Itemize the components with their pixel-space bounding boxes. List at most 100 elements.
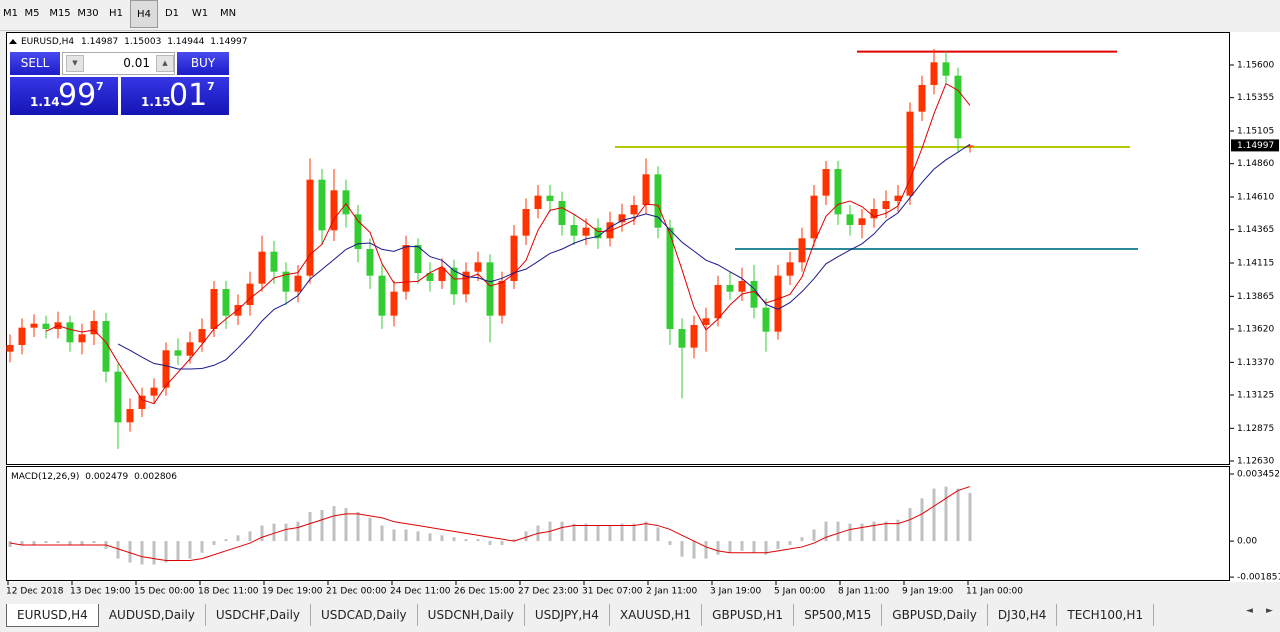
macd-bar — [224, 539, 228, 542]
open: 1.14987 — [81, 37, 118, 47]
macd-bar — [620, 523, 624, 542]
lot-input[interactable]: 0.01 — [62, 52, 175, 75]
macd-bar — [680, 541, 684, 557]
chart-tab[interactable]: TECH100,H1 — [1057, 604, 1155, 626]
chart-tab[interactable]: EURUSD,H4 — [6, 604, 99, 627]
price-pane-border — [6, 32, 1230, 465]
macd-bar — [428, 533, 432, 542]
candle-body — [390, 291, 398, 316]
y-tick-label: 1.15355 — [1237, 93, 1274, 103]
macd-bar — [740, 541, 744, 551]
timeframe-button[interactable]: W1 — [191, 8, 209, 19]
timeframe-button[interactable]: MN — [219, 8, 237, 19]
macd-bar — [176, 541, 180, 561]
chart-background — [6, 32, 1280, 582]
bid-price[interactable]: 1.14 99 7 — [10, 77, 118, 115]
chart-tab[interactable]: XAUUSD,H1 — [610, 604, 703, 626]
chart-tab[interactable]: DJ30,H4 — [988, 604, 1058, 626]
macd-bar — [968, 492, 972, 542]
close: 1.14997 — [210, 37, 247, 47]
y-tick-label: 0.00 — [1237, 537, 1257, 547]
macd-bar — [476, 539, 480, 542]
macd-bar — [644, 521, 648, 542]
candle-body — [486, 262, 494, 316]
candle-body — [462, 271, 470, 295]
y-tick-label: 1.14860 — [1237, 159, 1274, 169]
macd-bar — [608, 525, 612, 542]
candle-body — [366, 249, 374, 276]
chart-tab[interactable]: USDCAD,Daily — [311, 604, 418, 626]
candle-body — [918, 85, 926, 112]
candle-body — [342, 190, 350, 215]
candle-body — [42, 323, 50, 329]
x-tick-label: 3 Jan 19:00 — [710, 587, 762, 597]
chart-tab[interactable]: USDCHF,Daily — [206, 604, 312, 626]
candle-body — [198, 329, 206, 343]
macd-bar — [824, 521, 828, 542]
timeframe-toolbar: M1 M5 M15 M30 H1 H4 D1 W1 MN — [0, 0, 520, 31]
candle-body — [90, 321, 98, 335]
macd-bar — [944, 486, 948, 542]
chart-tab[interactable]: SP500,M15 — [794, 604, 883, 626]
x-tick-label: 15 Dec 00:00 — [134, 587, 195, 597]
bid-pips: 99 — [58, 78, 97, 113]
timeframe-button[interactable]: M5 — [24, 8, 40, 19]
lot-up[interactable]: ▲ — [156, 55, 174, 72]
candle-body — [114, 371, 122, 423]
macd-bar — [788, 541, 792, 545]
macd-bar — [92, 541, 96, 544]
timeframe-button[interactable]: M15 — [49, 8, 71, 19]
chart-tab[interactable]: AUDUSD,Daily — [99, 604, 206, 626]
candle-body — [66, 322, 74, 343]
x-tick-label: 18 Dec 11:00 — [198, 587, 259, 597]
sell-button[interactable]: SELL — [10, 52, 60, 75]
macd-bar — [920, 498, 924, 542]
ask-price[interactable]: 1.15 01 7 — [121, 77, 229, 115]
high: 1.15003 — [124, 37, 161, 47]
macd-bar — [416, 531, 420, 542]
macd-bar — [368, 517, 372, 542]
current-price-label: 1.14997 — [1237, 141, 1274, 151]
macd-bar — [164, 541, 168, 563]
macd-bar — [800, 537, 804, 542]
tab-scroll-left[interactable]: ◄ — [1246, 606, 1253, 616]
timeframe-button[interactable]: M30 — [77, 8, 99, 19]
macd-bar — [44, 541, 48, 544]
x-tick-label: 11 Jan 00:00 — [966, 587, 1023, 597]
chart-tab[interactable]: USDJPY,H4 — [525, 604, 610, 626]
timeframe-button[interactable]: D1 — [164, 8, 180, 19]
tab-scroll-right[interactable]: ► — [1266, 606, 1273, 616]
macd-bar — [668, 541, 672, 545]
x-tick-label: 9 Jan 19:00 — [902, 587, 954, 597]
candle-body — [510, 235, 518, 281]
signal-value: 0.002806 — [134, 472, 177, 482]
lot-down[interactable]: ▼ — [66, 55, 84, 72]
macd-bar — [512, 539, 516, 542]
macd-value: 0.002479 — [85, 472, 128, 482]
chart-header-text: EURUSD,H4 1.14987 1.15003 1.14944 1.1499… — [21, 37, 248, 47]
candle-body — [762, 307, 770, 332]
symbol: EURUSD,H4 — [21, 37, 74, 47]
macd-bar — [116, 541, 120, 559]
candle-body — [162, 350, 170, 388]
chart-tab[interactable]: GBPUSD,Daily — [882, 604, 988, 626]
timeframe-button[interactable]: H1 — [109, 8, 123, 19]
macd-bar — [356, 511, 360, 542]
macd-bar — [584, 523, 588, 542]
candle-body — [246, 283, 254, 305]
moving-average — [117, 143, 971, 370]
candle-body — [102, 321, 110, 372]
macd-bar — [140, 541, 144, 565]
chart-tab[interactable]: USDCNH,Daily — [418, 604, 525, 626]
chart-window: EURUSD,H4 1.14987 1.15003 1.14944 1.1499… — [6, 32, 1280, 597]
macd-bar — [392, 529, 396, 542]
timeframe-button[interactable]: M1 — [3, 8, 18, 19]
candle-body — [570, 225, 578, 236]
candle-body — [594, 227, 602, 239]
candle-body — [642, 174, 650, 205]
y-tick-label: 1.15600 — [1237, 61, 1274, 71]
candle-body — [150, 387, 158, 396]
chart-tab[interactable]: GBPUSD,H1 — [702, 604, 795, 626]
timeframe-button[interactable]: H4 — [130, 0, 158, 28]
buy-button[interactable]: BUY — [177, 52, 229, 75]
